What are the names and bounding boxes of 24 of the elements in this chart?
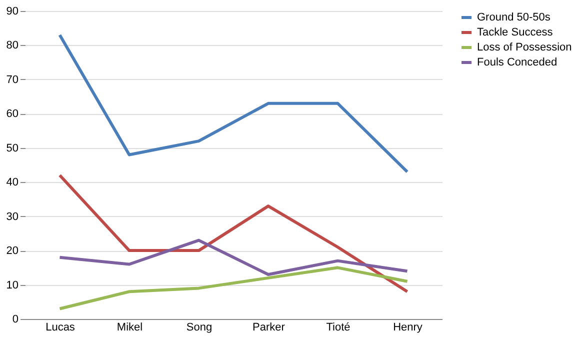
y-tick-label: 50 [6,142,18,154]
x-tick-label: Henry [393,322,423,334]
y-tick-label: 10 [6,279,18,292]
legend-label: Ground 50-50s [477,12,551,24]
line-series [58,266,409,310]
y-tick-label: 60 [6,108,18,120]
y-tick-label: 80 [6,40,18,52]
legend-label: Loss of Possession [477,42,572,54]
legend-label: Tackle Success [477,26,554,38]
y-tick-label: 30 [6,210,18,223]
x-tick-label: Mikel [116,322,143,334]
legend-label: Fouls Conceded [477,56,558,68]
x-tick-label: Tioté [326,322,350,334]
y-tick-label: 70 [6,74,18,86]
x-tick-label: Parker [252,322,286,334]
x-tick-label: Song [186,322,212,334]
x-tick-label: Lucas [46,322,76,334]
line-series [58,174,409,294]
line-series [58,238,409,276]
y-tick-label: 40 [6,176,18,189]
y-tick-label: 90 [6,6,18,18]
line-series [58,33,409,174]
y-tick-label: 20 [6,245,18,258]
y-tick-label: 0 [12,314,18,326]
